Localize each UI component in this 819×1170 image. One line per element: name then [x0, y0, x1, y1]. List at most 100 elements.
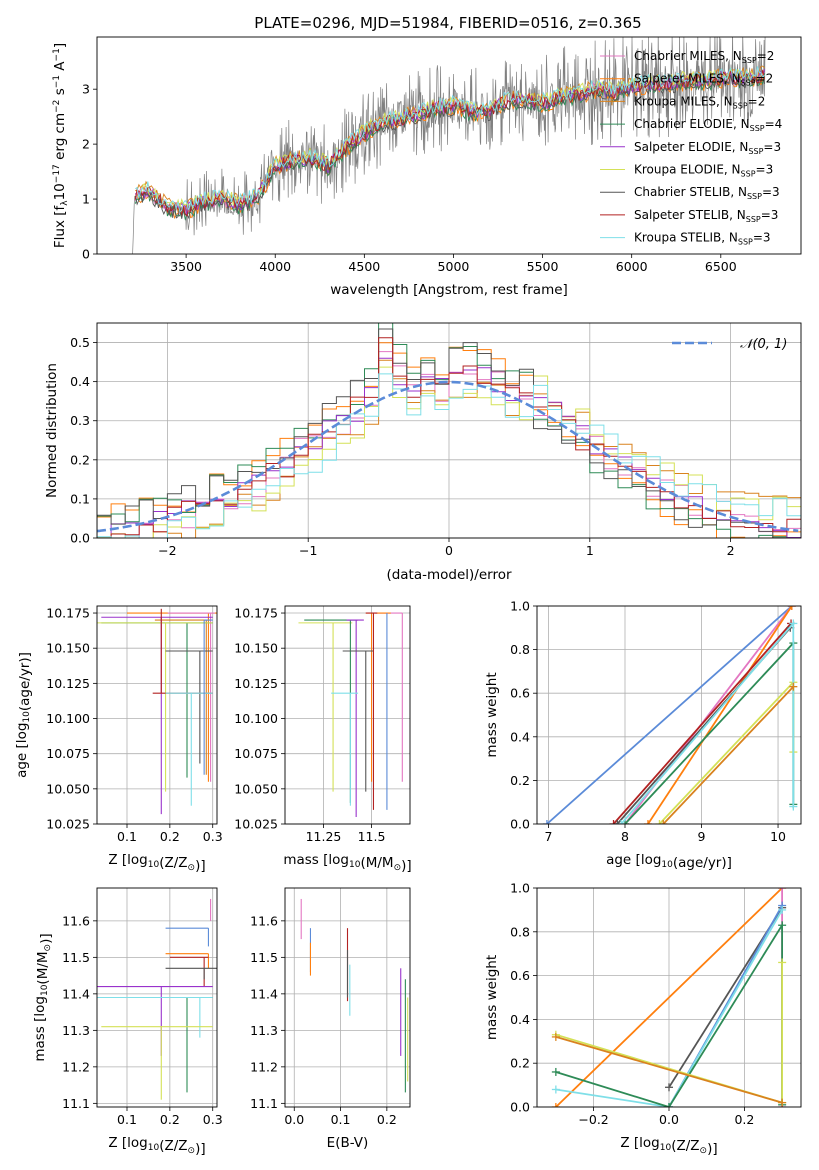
x-tick-label: 6000: [616, 259, 648, 274]
mass_vs_ebv-axes: 0.0 0.1 0.2 11.1 11.2 11.3 11.4 11.5 11.6: [250, 888, 410, 1127]
y-tick-label: 10.175: [46, 606, 90, 621]
x-tick-label: −2: [158, 543, 176, 558]
y-tick-label: 0.2: [510, 1056, 530, 1071]
weight-line-chabrier_miles: [555, 888, 783, 1107]
residuals-axes: −2 −1 0 1 2 0.0 0.1 0.2 0.3 0.4 0.5: [70, 323, 801, 558]
y-tick-label: 0.3: [70, 413, 90, 428]
x-tick-label: 4000: [259, 259, 291, 274]
weight_vs_age-xlabel: age [log10(age/yr)]: [606, 852, 732, 871]
y-tick-label: 1: [82, 192, 90, 207]
mass_vs_ebv-points: [300, 898, 409, 1093]
gaussian-line: [97, 380, 799, 533]
y-tick-label: 11.6: [250, 913, 278, 928]
x-tick-label: 4500: [348, 259, 380, 274]
y-tick-label: 11.6: [62, 913, 90, 928]
y-tick-label: 0.8: [510, 924, 530, 939]
model-line-kroupa_stelib: [135, 66, 765, 213]
residuals-frame: [96, 322, 802, 539]
figure-title: PLATE=0296, MJD=51984, FIBERID=0516, z=0…: [254, 14, 641, 32]
y-tick-label: 10.150: [234, 641, 278, 656]
model-line-salpeter_stelib: [134, 69, 765, 217]
x-tick-label: 1: [586, 543, 594, 558]
spectrum-axes: 3500 4000 4500 5000 5500 6000 6500 0 1 2 3: [82, 82, 737, 274]
y-tick-label: 0.0: [510, 817, 530, 832]
x-tick-label: 0.2: [160, 1112, 180, 1127]
y-tick-label: 0.8: [510, 642, 530, 657]
mass_vs_ebv-xlabel: E(B-V): [327, 1135, 369, 1151]
x-tick-label: 5500: [527, 259, 559, 274]
y-tick-label: 10.175: [234, 606, 278, 621]
y-tick-label: 10.100: [234, 711, 278, 726]
x-tick-label: −0.2: [578, 1112, 608, 1127]
y-tick-label: 0.1: [70, 491, 90, 506]
mass_vs_Z-frame: [96, 887, 218, 1108]
y-tick-label: 0.2: [70, 452, 90, 467]
x-tick-label: 0.0: [659, 1112, 679, 1127]
y-tick-label: 11.2: [62, 1059, 90, 1074]
spectrum-legend: Chabrier MILES, NSSP=2 Salpeter MILES, NS…: [600, 49, 782, 247]
y-tick-label: 1.0: [510, 599, 530, 614]
spectrum-frame: [96, 36, 802, 255]
weight-line-kroupa_stelib: [620, 620, 795, 824]
age_vs_mass-axes: 11.25 11.5 10.025 10.050 10.075 10.100 10.125 1…: [234, 606, 410, 844]
y-tick-label: 11.5: [250, 950, 278, 965]
y-tick-label: 10.100: [46, 711, 90, 726]
y-tick-label: 11.2: [250, 1059, 278, 1074]
legend-label: Salpeter MILES, NSSP=2: [634, 72, 773, 88]
weight_vs_age-lines: [542, 606, 798, 824]
y-tick-label: 0.0: [510, 1100, 530, 1115]
y-tick-label: 10.150: [46, 641, 90, 656]
x-tick-label: 0.2: [377, 1112, 397, 1127]
weight-line-chabrier_miles: [647, 606, 793, 824]
mass_vs_ebv-frame: [284, 887, 411, 1108]
age_vs_Z-axes: 0.1 0.2 0.3 10.025 10.050 10.075 10.100 10.125 1…: [46, 606, 222, 844]
legend-label: Kroupa ELODIE, NSSP=3: [634, 163, 773, 179]
mass_vs_Z-axes: 0.1 0.2 0.3 11.1 11.2 11.3 11.4 11.5 11.6: [62, 888, 223, 1127]
x-tick-label: 8: [621, 829, 629, 844]
y-tick-label: 11.4: [250, 986, 278, 1001]
legend-label: Salpeter ELODIE, NSSP=3: [634, 140, 781, 156]
spectrum-xlabel: wavelength [Angstrom, rest frame]: [330, 282, 568, 298]
x-tick-label: 11.5: [358, 829, 386, 844]
y-tick-label: 10.025: [46, 817, 90, 832]
x-tick-label: 3500: [170, 259, 202, 274]
weight_vs_age-frame: [536, 605, 802, 825]
weight-line-salpeter_stelib: [612, 622, 792, 824]
x-tick-label: 7: [545, 829, 553, 844]
y-tick-label: 1.0: [510, 881, 530, 896]
x-tick-label: −1: [299, 543, 317, 558]
spectrum-ylabel: Flux [fλ10−17 erg cm−2 s−1 A−1]: [52, 43, 70, 248]
y-tick-label: 0.0: [70, 531, 90, 546]
y-tick-label: 10.125: [46, 676, 90, 691]
weight_vs_Z-lines: [551, 888, 787, 1107]
y-tick-label: 10.125: [234, 676, 278, 691]
weight_vs_age-ylabel: mass weight: [484, 672, 500, 757]
x-tick-label: 10: [770, 829, 786, 844]
y-tick-label: 11.1: [62, 1096, 90, 1111]
legend-label: Chabrier STELIB, NSSP=3: [634, 185, 780, 201]
y-tick-label: 11.1: [250, 1096, 278, 1111]
legend-label: Chabrier ELODIE, NSSP=4: [634, 117, 782, 133]
age_vs_mass-points: [298, 612, 403, 817]
weight_vs_Z-axes: −0.2 0.0 0.2 0.0 0.2 0.4 0.6 0.8 1.0: [510, 881, 801, 1127]
x-tick-label: 0.2: [160, 829, 180, 844]
x-tick-label: 2: [727, 543, 735, 558]
x-tick-label: 0.3: [203, 829, 223, 844]
legend-label: Chabrier MILES, NSSP=2: [634, 49, 774, 65]
y-tick-label: 10.050: [234, 781, 278, 796]
weight-line-blue_model: [546, 606, 793, 824]
x-tick-label: 0: [445, 543, 453, 558]
spectrum-lines: [132, 37, 766, 254]
x-tick-label: 6500: [705, 259, 737, 274]
y-tick-label: 11.3: [250, 1023, 278, 1038]
weight-line-kroupa_miles: [662, 686, 794, 824]
y-tick-label: 11.4: [62, 986, 90, 1001]
y-tick-label: 10.075: [46, 746, 90, 761]
y-tick-label: 0.4: [510, 1012, 530, 1027]
gaussian-legend-label: 𝒩(0, 1): [740, 337, 787, 352]
weight_vs_Z-frame: [536, 887, 802, 1108]
histogram-kroupa_stelib: [97, 373, 801, 538]
mass_vs_Z-ylabel: mass [log10(M/M⊙)]: [32, 933, 54, 1061]
y-tick-label: 0.6: [510, 968, 530, 983]
